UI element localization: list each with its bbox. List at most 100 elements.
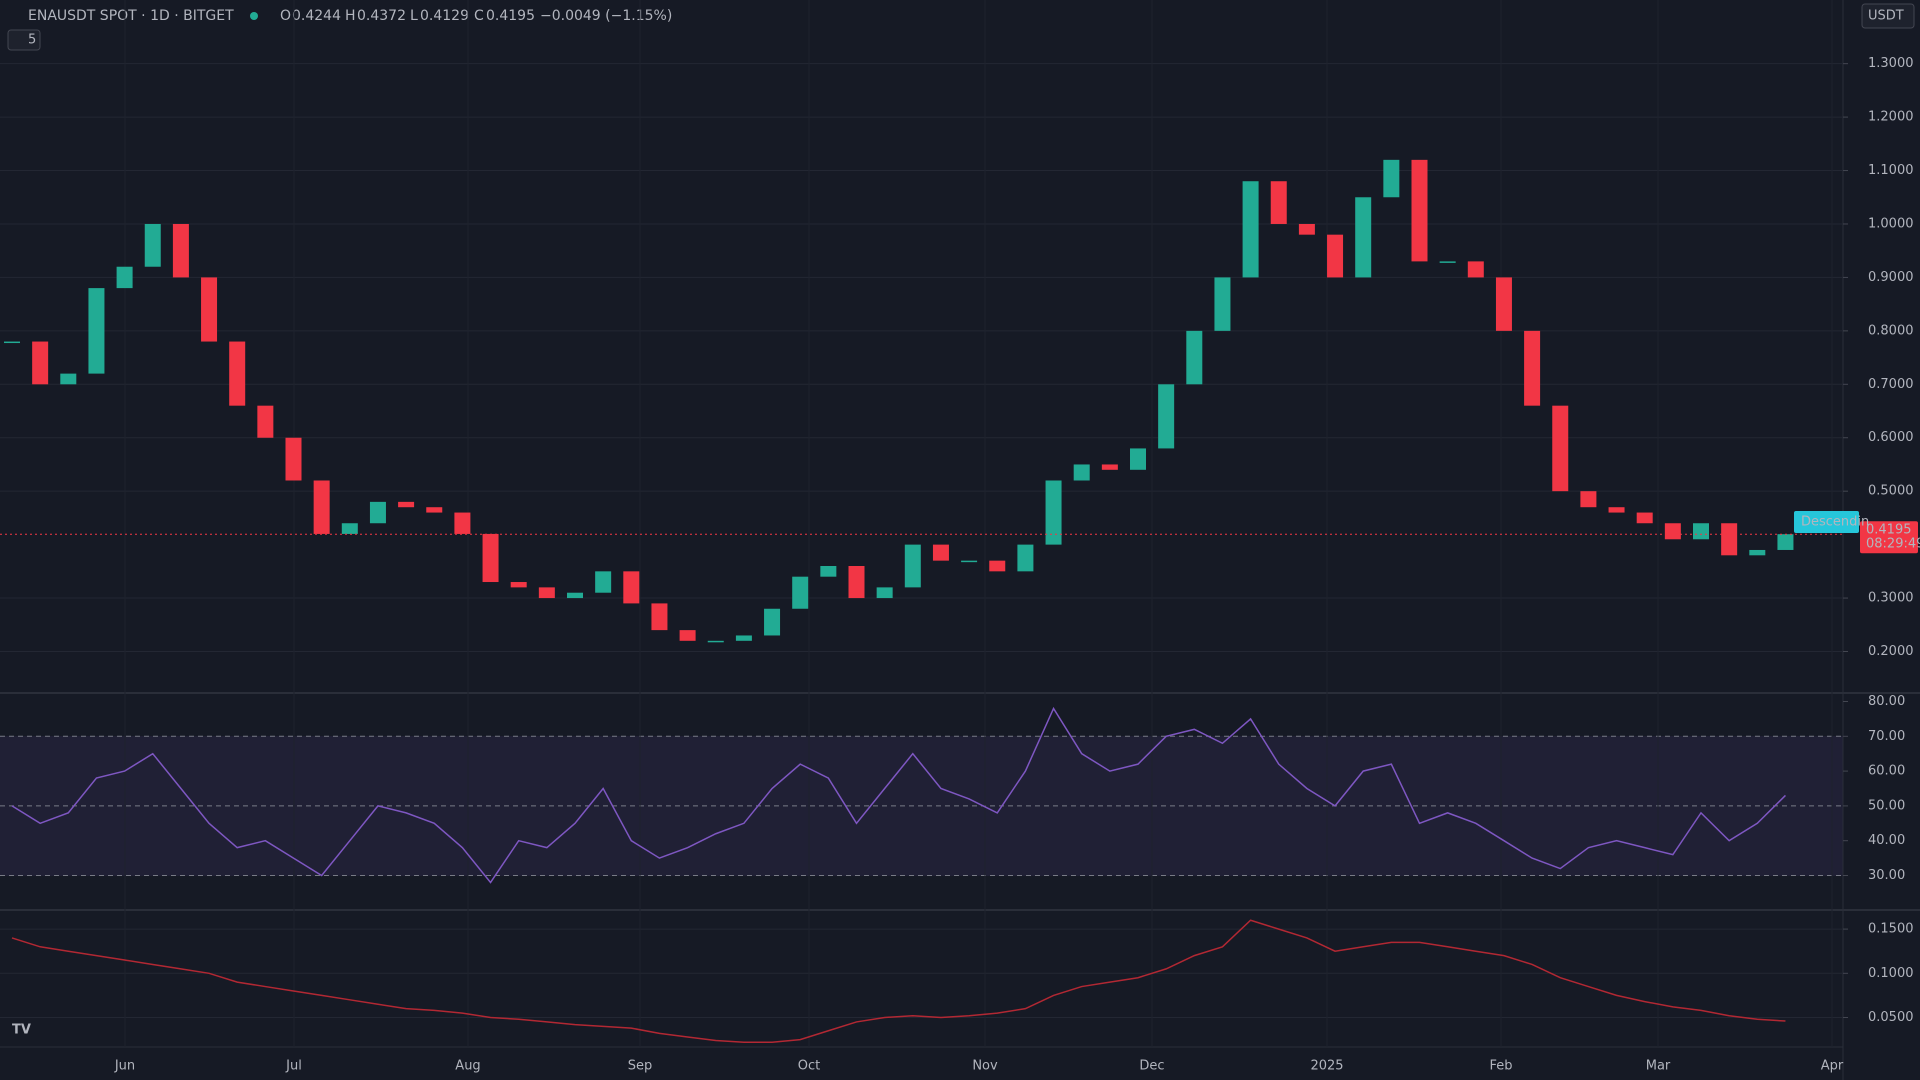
- y-tick-label: 0.1000: [1868, 966, 1914, 981]
- x-tick-label: Oct: [798, 1059, 820, 1074]
- y-tick-label: 30.00: [1868, 868, 1905, 883]
- close-label: C: [474, 8, 484, 24]
- candle: [735, 635, 752, 641]
- candle: [820, 565, 837, 577]
- rsi-line: [11, 706, 1786, 884]
- y-tick-label: 0.8000: [1868, 323, 1914, 338]
- y-tick-label: 80.00: [1868, 694, 1905, 709]
- x-tick-label: 2025: [1310, 1059, 1343, 1074]
- candle: [961, 560, 978, 563]
- y-tick-label: 0.1500: [1868, 922, 1914, 937]
- candle: [1327, 234, 1344, 278]
- candle: [1242, 181, 1259, 278]
- y-tick-label: 0.5000: [1868, 484, 1914, 499]
- last-price: 0.4195: [1866, 523, 1912, 538]
- candle: [1270, 181, 1287, 224]
- candle: [454, 512, 471, 534]
- open-label: O: [280, 8, 291, 24]
- candle: [88, 288, 105, 374]
- candle: [172, 223, 189, 278]
- candle: [1411, 159, 1428, 262]
- candle: [989, 560, 1006, 572]
- candle: [679, 630, 696, 641]
- candle: [313, 480, 330, 534]
- candle: [116, 266, 133, 289]
- candle: [1664, 523, 1681, 540]
- x-tick-label: Apr: [1821, 1059, 1844, 1074]
- y-tick-label: 0.2000: [1868, 644, 1914, 659]
- candle: [229, 341, 246, 406]
- candle: [1552, 405, 1569, 492]
- candle: [792, 576, 809, 609]
- candle: [623, 571, 640, 604]
- candle: [341, 523, 358, 534]
- candle: [904, 544, 921, 588]
- y-tick-label: 1.2000: [1868, 110, 1914, 125]
- last-price-tag: [1860, 521, 1918, 554]
- candle: [60, 373, 77, 385]
- high-value: 0.4372: [357, 8, 406, 24]
- x-tick-label: Jul: [285, 1059, 302, 1074]
- indicator-toggle[interactable]: [7, 29, 41, 51]
- candle: [1495, 277, 1512, 331]
- candle: [1580, 491, 1597, 508]
- y-tick-label: 0.0500: [1868, 1010, 1914, 1025]
- x-tick-label: Dec: [1139, 1059, 1164, 1074]
- close-value: 0.4195: [486, 8, 535, 24]
- candle: [1186, 330, 1203, 385]
- low-label: L: [410, 8, 418, 24]
- y-tick-label: 0.3000: [1868, 591, 1914, 606]
- candle: [1608, 507, 1625, 513]
- x-tick-label: Nov: [972, 1059, 998, 1074]
- indicator-count: 5: [28, 33, 36, 48]
- symbol[interactable]: ENAUSDT SPOT · 1D · BITGET: [28, 8, 234, 24]
- candle: [257, 405, 274, 438]
- candle: [707, 640, 724, 643]
- candle: [1045, 480, 1062, 545]
- y-tick-label: 1.0000: [1868, 216, 1914, 231]
- candle: [1298, 223, 1315, 235]
- x-tick-label: Sep: [628, 1059, 653, 1074]
- candle: [4, 341, 20, 344]
- currency-button[interactable]: [1861, 3, 1915, 29]
- x-tick-label: Mar: [1646, 1059, 1671, 1074]
- y-tick-label: 0.6000: [1868, 430, 1914, 445]
- candle: [1383, 159, 1400, 198]
- y-tick-label: 0.9000: [1868, 270, 1914, 285]
- indicator-line: [11, 919, 1786, 1043]
- candle: [1439, 261, 1456, 263]
- candle: [1777, 534, 1794, 550]
- candle: [1721, 523, 1738, 556]
- candle: [932, 544, 949, 561]
- candle: [144, 223, 161, 267]
- candle: [1073, 464, 1090, 481]
- logo[interactable]: TV: [12, 1023, 31, 1038]
- candle: [32, 341, 49, 385]
- candle: [1636, 512, 1653, 524]
- candle: [538, 587, 555, 599]
- candle: [1214, 277, 1231, 331]
- low-value: 0.4129: [420, 8, 469, 24]
- candle: [1749, 549, 1766, 556]
- candle: [1130, 448, 1146, 470]
- open-value: 0.4244: [292, 8, 341, 24]
- y-tick-label: 50.00: [1868, 798, 1905, 813]
- x-tick-label: Aug: [455, 1059, 480, 1074]
- pattern-tag: [1794, 511, 1859, 533]
- pattern-label: Descendin: [1801, 515, 1869, 530]
- y-tick-label: 1.1000: [1868, 163, 1914, 178]
- candle: [285, 437, 302, 481]
- y-tick-label: 70.00: [1868, 729, 1905, 744]
- candle: [1355, 197, 1372, 278]
- candle: [1693, 523, 1709, 540]
- candle: [482, 533, 499, 583]
- status-dot: [250, 12, 258, 20]
- candle: [201, 277, 218, 342]
- candle: [848, 565, 865, 599]
- countdown: 08:29:49: [1866, 537, 1920, 552]
- y-tick-label: 40.00: [1868, 833, 1905, 848]
- candle: [369, 501, 386, 524]
